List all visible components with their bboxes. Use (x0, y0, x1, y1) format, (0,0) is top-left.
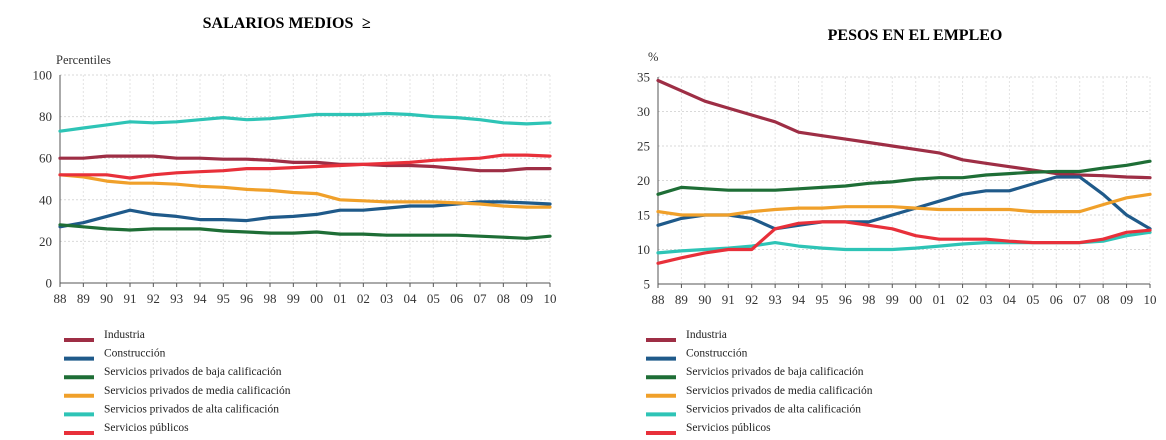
y-tick-label: 15 (637, 208, 650, 223)
y-tick-label: 20 (39, 234, 52, 249)
series-line-industria (656, 78, 1152, 180)
x-tick-label: 93 (170, 291, 183, 306)
y-tick-label: 10 (637, 242, 650, 257)
x-tick-label: 07 (1073, 292, 1087, 307)
x-tick-label: 10 (544, 291, 557, 306)
x-tick-label: 99 (287, 291, 300, 306)
x-tick-label: 92 (745, 292, 758, 307)
title-mark: ≥ (362, 15, 371, 32)
x-tick-label: 94 (792, 292, 806, 307)
x-tick-label: 99 (886, 292, 899, 307)
legend-label: Servicios privados de baja calificación (686, 366, 864, 378)
x-tick-label: 91 (722, 292, 735, 307)
legend-label: Construcción (686, 348, 748, 360)
y-tick-label: 100 (33, 68, 53, 83)
x-tick-label: 01 (933, 292, 946, 307)
chart-title: SALARIOS MEDIOS (203, 15, 354, 32)
legend-label: Industria (686, 329, 727, 341)
legend-label: Servicios privados de alta calificación (104, 403, 279, 415)
chart-salarios-medios: SALARIOS MEDIOS ≥ Percentiles 0204060801… (33, 15, 557, 306)
x-tick-label: 89 (675, 292, 688, 307)
x-tick-label: 09 (1120, 292, 1133, 307)
y-tick-label: 0 (46, 276, 53, 291)
y-tick-label: 80 (39, 109, 52, 124)
legend-label: Servicios privados de alta calificación (686, 403, 861, 415)
x-tick-label: 90 (698, 292, 711, 307)
y-tick-label: 60 (39, 151, 52, 166)
y-axis-label: Percentiles (56, 53, 111, 67)
x-tick-label: 98 (862, 292, 875, 307)
legend-label: Servicios privados de baja calificación (104, 366, 282, 378)
x-tick-label: 95 (217, 291, 230, 306)
x-tick-label: 09 (520, 291, 533, 306)
series-line-industria (58, 154, 552, 173)
x-tick-label: 88 (54, 291, 67, 306)
chart-pesos-en-el-empleo: PESOS EN EL EMPLEO % 5 10 15 20 25 30 35 88 89 90… (637, 27, 1157, 307)
x-tick-label: 02 (357, 291, 370, 306)
x-tick-label: 05 (427, 291, 440, 306)
legend-label: Industria (104, 329, 145, 341)
legend-label: Construcción (104, 348, 166, 360)
series-line-servicios-privados-de-baja-calificacion (656, 159, 1152, 196)
legend-label: Servicios privados de media calificación (104, 385, 291, 397)
x-tick-label: 05 (1026, 292, 1039, 307)
y-tick-label: 25 (637, 139, 650, 154)
series-line-servicios-publicos (58, 153, 552, 180)
x-tick-label: 95 (816, 292, 829, 307)
y-tick-label: 40 (39, 192, 52, 207)
series-lines (656, 78, 1152, 265)
y-tick-label: 5 (644, 277, 651, 292)
x-tick-label: 89 (77, 291, 90, 306)
x-tick-label: 06 (1050, 292, 1064, 307)
x-tick-label: 03 (980, 292, 993, 307)
x-tick-label: 96 (839, 292, 853, 307)
x-tick-label: 08 (1097, 292, 1110, 307)
x-tick-label: 91 (124, 291, 137, 306)
y-tick-label: 35 (637, 70, 650, 85)
legend-right: Industria Construcción Servicios privados … (646, 329, 873, 435)
series-line-servicios-privados-de-alta-calificacion (58, 111, 552, 133)
series-line-servicios-privados-de-media-calificacion (58, 173, 552, 209)
legend-label: Servicios públicos (104, 422, 189, 434)
series-line-construccion (58, 200, 552, 229)
x-tick-label: 04 (1003, 292, 1017, 307)
x-tick-label: 93 (769, 292, 782, 307)
axes: 0 20 40 60 80 100 88 89 90 91 92 93 94 95 96 98 99 00 01 02… (33, 68, 557, 307)
x-tick-label: 90 (100, 291, 113, 306)
series-line-servicios-privados-de-media-calificacion (656, 192, 1152, 217)
legend-left: Industria Construcción Servicios privados … (64, 329, 291, 435)
x-tick-label: 06 (450, 291, 464, 306)
x-tick-label: 92 (147, 291, 160, 306)
x-tick-label: 00 (310, 291, 323, 306)
series-line-servicios-privados-de-baja-calificacion (58, 223, 552, 240)
x-tick-label: 10 (1144, 292, 1157, 307)
series-lines (58, 111, 552, 240)
series-line-servicios-publicos (656, 220, 1152, 265)
x-tick-label: 94 (194, 291, 208, 306)
x-tick-label: 00 (909, 292, 922, 307)
x-tick-label: 07 (474, 291, 488, 306)
x-tick-label: 01 (334, 291, 347, 306)
y-tick-label: 20 (637, 173, 650, 188)
x-tick-label: 04 (404, 291, 418, 306)
axes: 5 10 15 20 25 30 35 88 89 90 91 92 93 94 95 96 98 99 00 01 0… (637, 70, 1157, 308)
y-axis-label: % (648, 50, 658, 64)
y-tick-label: 30 (637, 104, 650, 119)
x-tick-label: 88 (652, 292, 665, 307)
legend-label: Servicios públicos (686, 422, 771, 434)
x-tick-label: 02 (956, 292, 969, 307)
x-tick-label: 08 (497, 291, 510, 306)
x-tick-label: 98 (264, 291, 277, 306)
legend-label: Servicios privados de media calificación (686, 385, 873, 397)
x-tick-label: 96 (240, 291, 254, 306)
x-tick-label: 03 (380, 291, 393, 306)
series-line-construccion (656, 175, 1152, 231)
chart-title: PESOS EN EL EMPLEO (828, 27, 1003, 44)
